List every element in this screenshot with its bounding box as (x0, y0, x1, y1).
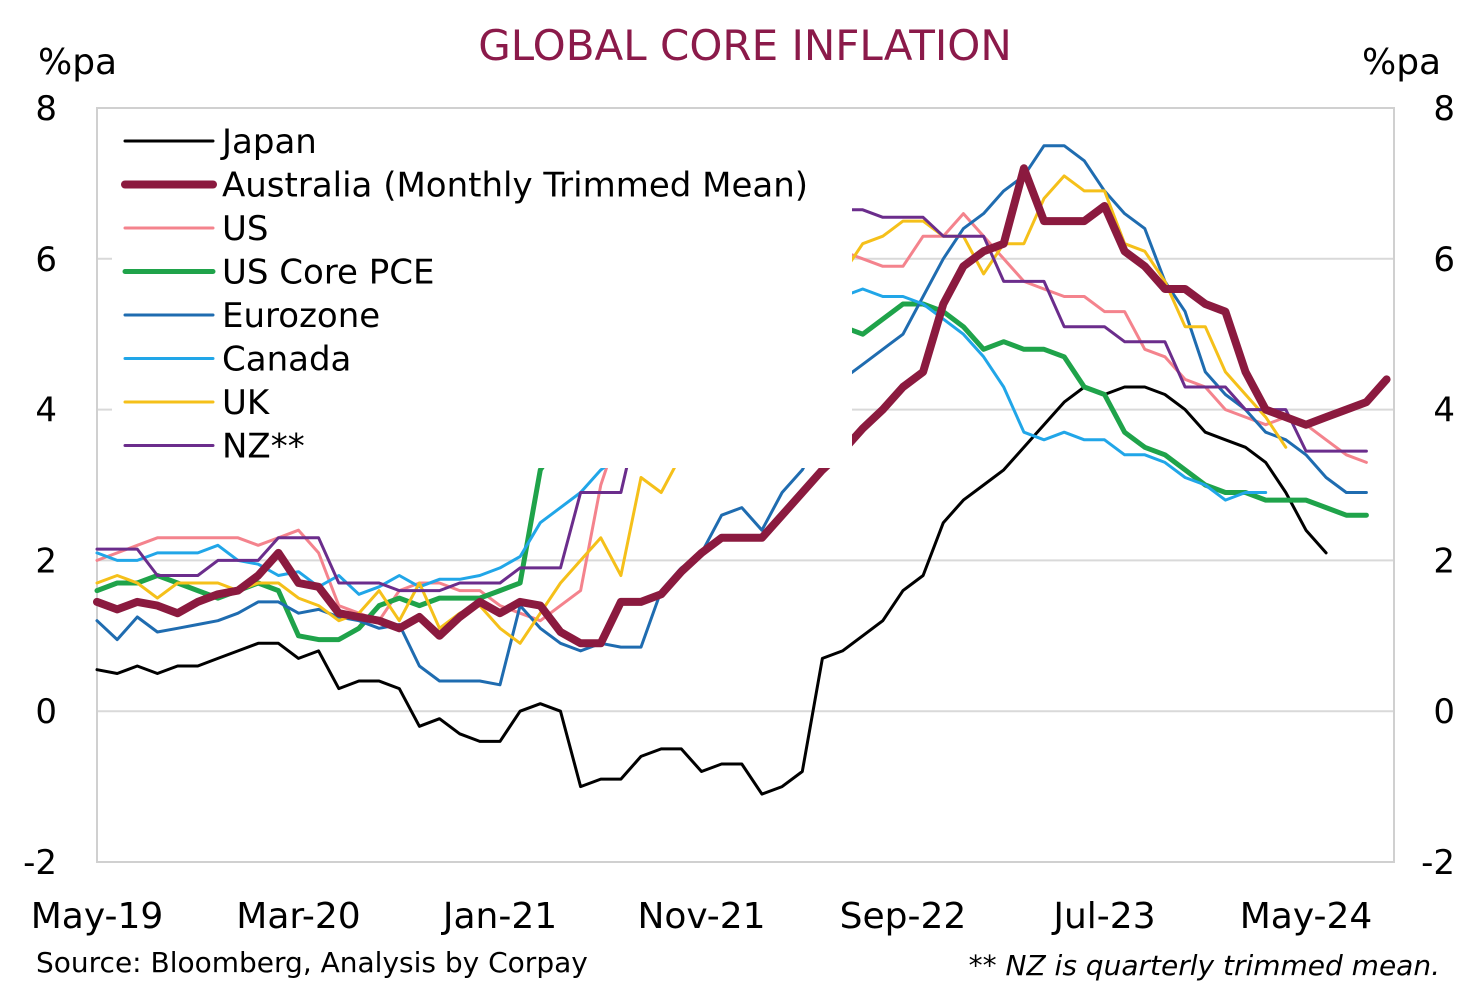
source-note: Source: Bloomberg, Analysis by Corpay (36, 946, 588, 979)
y-ticks-left: -2 0 2 4 6 8 (23, 89, 57, 883)
series-line (95, 385, 1328, 796)
x-tick-label: May-19 (31, 896, 164, 937)
y-tick-label: 6 (1433, 240, 1455, 280)
footnote: ** NZ is quarterly trimmed mean. (969, 949, 1440, 982)
x-tick-label: Mar-20 (236, 896, 360, 937)
x-tick-label: May-24 (1240, 896, 1373, 937)
y-tick-label: 0 (35, 692, 57, 732)
y-tick-label: 2 (1433, 541, 1455, 581)
series-line (95, 144, 1368, 687)
y-axis-label-right: %pa (1362, 42, 1441, 83)
x-tick-label: Nov-21 (637, 896, 765, 937)
y-axis-label-left: %pa (38, 42, 117, 83)
y-tick-label: -2 (23, 843, 57, 883)
legend-background (112, 118, 852, 468)
legend-label: US (222, 209, 268, 249)
y-tick-label: 8 (1433, 89, 1455, 129)
legend-label: Canada (222, 340, 351, 380)
legend-label: US Core PCE (222, 253, 435, 293)
legend-label: UK (222, 383, 271, 423)
legend-label: NZ** (222, 427, 305, 467)
chart-title: GLOBAL CORE INFLATION (478, 21, 1012, 70)
y-tick-label: 4 (35, 391, 57, 431)
legend-label: Japan (220, 122, 317, 162)
plot-frame (96, 107, 1395, 863)
legend-label: Eurozone (222, 296, 380, 336)
y-tick-label: -2 (1421, 843, 1455, 883)
x-tick-label: Jul-23 (1051, 896, 1155, 937)
y-tick-label: 8 (35, 89, 57, 129)
x-tick-label: Jan-21 (441, 896, 557, 937)
x-ticks: May-19 Mar-20 Jan-21 Nov-21 Sep-22 Jul-23 May-… (31, 896, 1373, 937)
legend-label: Australia (Monthly Trimmed Mean) (222, 166, 808, 206)
y-tick-label: 2 (35, 541, 57, 581)
y-ticks-right: -2 0 2 4 6 8 (1421, 89, 1455, 883)
y-tick-label: 6 (35, 240, 57, 280)
x-tick-label: Sep-22 (840, 896, 967, 937)
y-tick-label: 4 (1433, 391, 1455, 431)
series-line (93, 164, 1391, 648)
y-tick-label: 0 (1433, 692, 1455, 732)
